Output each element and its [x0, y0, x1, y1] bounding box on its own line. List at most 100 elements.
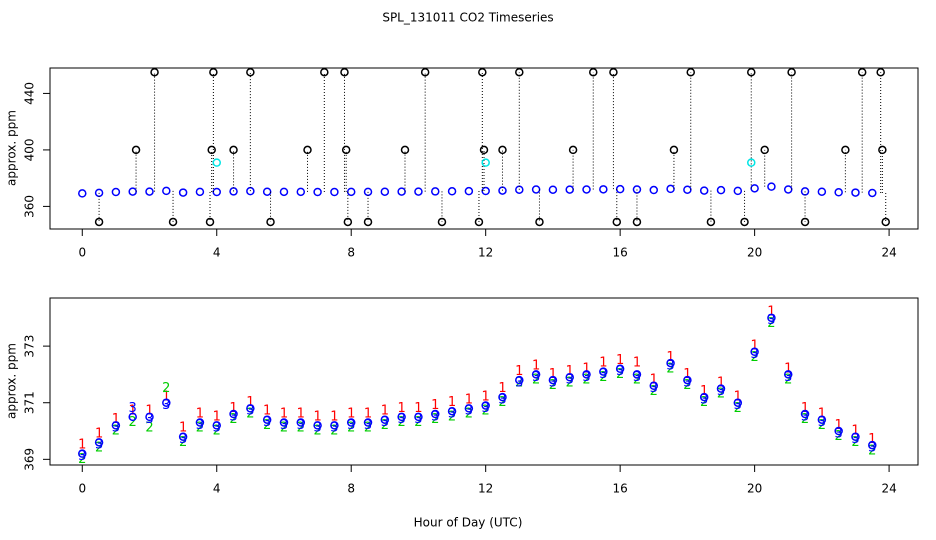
point [346, 187, 356, 197]
point-label: 1 [414, 401, 422, 416]
x-tick-label: 20 [747, 246, 762, 260]
point-label: 3 [129, 401, 137, 416]
point [767, 182, 776, 191]
point [178, 432, 188, 441]
y-axis-label: approx. ppm [5, 343, 19, 419]
point-label: 1 [750, 339, 758, 354]
point [212, 421, 221, 430]
point [78, 449, 87, 458]
point [229, 145, 238, 155]
x-tick-label: 16 [613, 246, 628, 260]
point-label: 1 [129, 404, 137, 419]
point-label: 1 [633, 356, 641, 371]
point [111, 187, 121, 197]
y-tick-label: 360 [23, 195, 37, 218]
point [145, 412, 154, 422]
point [783, 185, 793, 194]
point [683, 185, 692, 194]
point [330, 421, 339, 430]
point [330, 187, 339, 197]
point [341, 145, 351, 155]
point [733, 398, 743, 407]
point-label: 1 [162, 390, 170, 405]
point [565, 185, 574, 194]
point-label: 1 [498, 381, 506, 396]
point-label: 1 [229, 401, 237, 416]
point-label: 1 [179, 421, 187, 436]
point [296, 418, 306, 427]
point [615, 184, 625, 194]
x-tick-label: 4 [213, 482, 221, 496]
point-label: 2 [566, 375, 574, 390]
point [857, 67, 867, 77]
point-label: 2 [213, 424, 221, 439]
point-label: 1 [145, 404, 153, 419]
point [296, 187, 306, 197]
point [800, 409, 810, 419]
point [683, 375, 692, 385]
point [733, 186, 743, 196]
point [851, 188, 860, 197]
point-label: 1 [582, 361, 590, 376]
point-label: 2 [465, 407, 473, 422]
point-label: 1 [78, 438, 86, 453]
point-label: 2 [129, 415, 137, 430]
point-label: 2 [431, 412, 439, 427]
point [531, 185, 541, 194]
point [246, 404, 255, 413]
point [464, 186, 474, 196]
point [363, 217, 373, 227]
point-label: 1 [549, 367, 557, 382]
point-label: 2 [767, 316, 775, 331]
point [481, 401, 490, 410]
point [313, 421, 322, 430]
point [168, 217, 178, 227]
point-label: 1 [330, 409, 338, 424]
point [851, 432, 860, 441]
point [817, 415, 827, 424]
point-label: 1 [835, 418, 843, 433]
point [313, 187, 322, 197]
point [478, 67, 487, 77]
point-label: 1 [700, 384, 708, 399]
point [669, 145, 679, 155]
point-label: 1 [683, 367, 691, 382]
plot-frame [49, 297, 919, 466]
point-label: 2 [549, 378, 557, 393]
point-label: 1 [112, 412, 120, 427]
point [246, 67, 255, 77]
point [131, 145, 141, 155]
point [437, 217, 447, 227]
x-axis-label: Hour of Day (UTC) [414, 516, 523, 530]
point [582, 185, 591, 194]
point [431, 187, 440, 196]
point-label: 1 [213, 409, 221, 424]
point [94, 438, 104, 447]
point-label: 1 [616, 353, 624, 368]
point [447, 187, 457, 196]
point [414, 187, 423, 196]
point [699, 392, 709, 402]
x-tick-label: 24 [881, 482, 896, 496]
point-label: 1 [364, 407, 372, 422]
point [565, 373, 574, 382]
point [750, 347, 759, 357]
point [515, 375, 524, 385]
point-label: 1 [95, 426, 103, 441]
point-label: 1 [313, 409, 321, 424]
point [599, 185, 608, 194]
point [128, 187, 137, 196]
point-label: 1 [465, 392, 473, 407]
point [447, 406, 457, 416]
point-label: 2 [784, 373, 792, 388]
point [498, 392, 507, 402]
point [531, 370, 541, 379]
point-label: 2 [313, 424, 321, 439]
point-label: 1 [196, 407, 204, 422]
point [207, 145, 216, 155]
point-label: 1 [448, 395, 456, 410]
point [568, 145, 578, 155]
point-label: 2 [179, 435, 187, 450]
point [498, 145, 507, 155]
